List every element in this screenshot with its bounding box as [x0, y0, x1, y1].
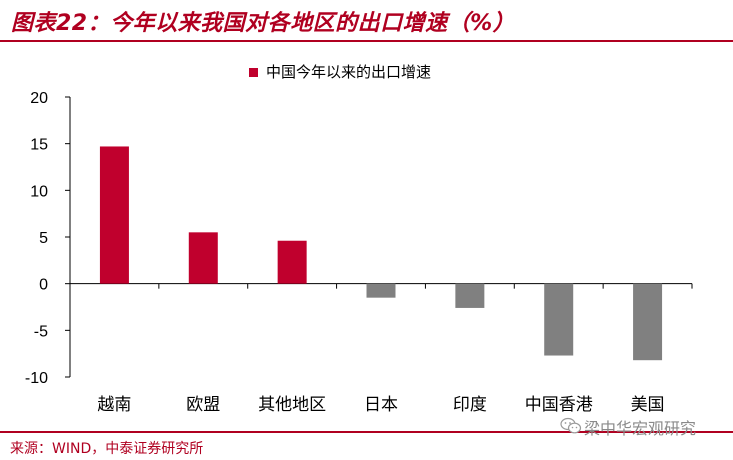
bars-group [99, 146, 663, 361]
page-title: 图表22：今年以来我国对各地区的出口增速（%） [11, 11, 516, 36]
legend-swatch [249, 68, 258, 77]
x-tick-label: 中国香港 [525, 395, 593, 415]
y-tick-label: 10 [30, 183, 48, 200]
x-tick-label: 其他地区 [258, 395, 326, 415]
y-tick-label: 15 [30, 137, 48, 154]
x-tick-label: 越南 [97, 395, 131, 415]
source-note: 来源：WIND，中泰证券研究所 [10, 441, 204, 457]
legend-label: 中国今年以来的出口增速 [266, 63, 431, 81]
title-bar: 图表22：今年以来我国对各地区的出口增速（%） [0, 0, 733, 42]
chart-container: 中国今年以来的出口增速 20 15 10 5 0 -5 -10 越南 欧盟 其他地区 日本 印度 中国… [0, 44, 733, 434]
x-tick-label: 印度 [453, 395, 487, 415]
legend: 中国今年以来的出口增速 [249, 63, 431, 81]
y-tick-label: 5 [39, 230, 48, 247]
bar-chart: 中国今年以来的出口增速 20 15 10 5 0 -5 -10 越南 欧盟 其他地区 日本 印度 中国… [25, 63, 693, 415]
x-tick-label: 欧盟 [186, 395, 220, 415]
bar-其他地区 [277, 240, 307, 284]
y-tick-label: -5 [34, 323, 48, 340]
bar-美国 [633, 283, 663, 361]
bar-欧盟 [188, 232, 218, 284]
bar-日本 [366, 283, 396, 298]
bar-中国香港 [544, 283, 574, 356]
x-tick-label: 美国 [631, 395, 665, 415]
bar-印度 [455, 283, 485, 308]
x-tick-label: 日本 [364, 395, 398, 415]
watermark: 梁中华宏观研究 [560, 415, 720, 439]
source-divider [0, 431, 733, 433]
y-tick-label: 20 [30, 90, 48, 107]
bar-越南 [99, 146, 129, 284]
y-tick-label: 0 [39, 277, 48, 294]
y-tick-label: -10 [25, 370, 48, 387]
wechat-icon [560, 417, 582, 434]
x-axis: 越南 欧盟 其他地区 日本 印度 中国香港 美国 [69, 283, 693, 415]
watermark-text: 梁中华宏观研究 [584, 419, 697, 438]
y-axis: 20 15 10 5 0 -5 -10 [25, 90, 71, 387]
